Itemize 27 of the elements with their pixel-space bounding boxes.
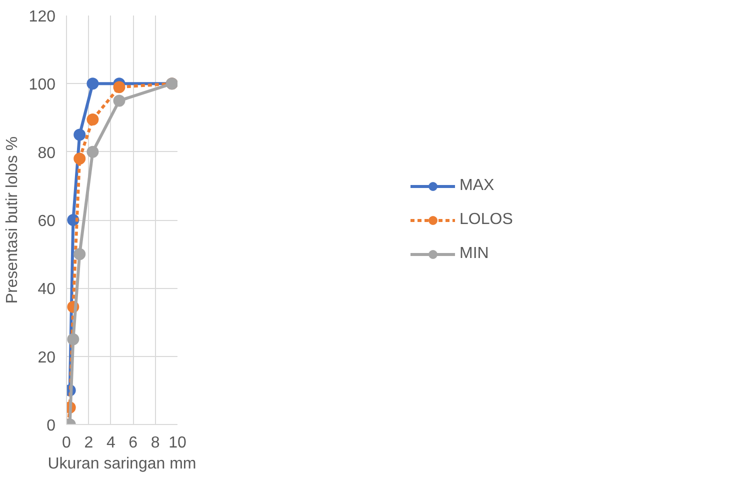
legend-label: MAX bbox=[460, 176, 496, 194]
point bbox=[113, 94, 126, 107]
x-tick-label: 8 bbox=[150, 434, 160, 452]
x-tick-label: 4 bbox=[106, 434, 116, 452]
y-tick-label: 80 bbox=[38, 144, 56, 162]
y-tick-label: 60 bbox=[38, 213, 56, 230]
x-tick-label: 0 bbox=[62, 434, 72, 452]
x-tick-label: 6 bbox=[128, 434, 138, 452]
legend-label: MIN bbox=[460, 244, 490, 262]
point bbox=[74, 248, 86, 260]
x-tick-label: 10 bbox=[168, 434, 186, 452]
legend-label: LOLOS bbox=[460, 210, 514, 228]
point bbox=[74, 152, 86, 165]
y-tick-label: 100 bbox=[28, 76, 56, 94]
point bbox=[86, 113, 99, 126]
point bbox=[86, 78, 99, 90]
x-axis-title: Ukuran saringan mm bbox=[48, 456, 196, 472]
point bbox=[86, 146, 99, 158]
y-axis-title: Presentasi butir lolos % bbox=[4, 136, 21, 304]
y-tick-label: 0 bbox=[46, 418, 56, 434]
point bbox=[67, 333, 80, 346]
x-tick-label: 2 bbox=[84, 434, 94, 452]
y-tick-label: 20 bbox=[38, 349, 56, 366]
point bbox=[74, 128, 86, 141]
y-tick-label: 120 bbox=[28, 8, 56, 26]
point bbox=[113, 81, 126, 94]
y-tick-label: 40 bbox=[38, 281, 56, 298]
